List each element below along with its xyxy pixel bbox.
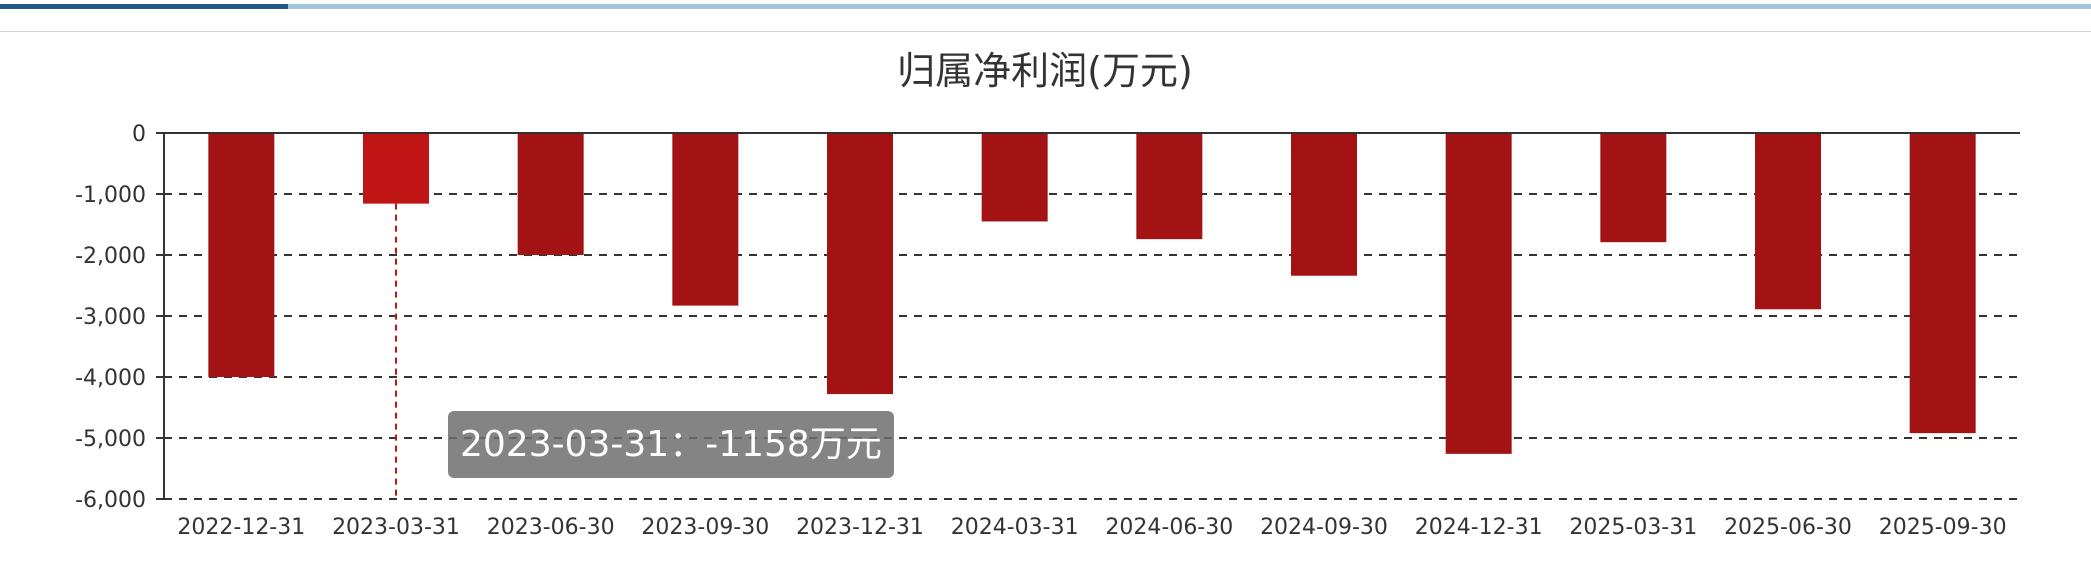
x-tick-label: 2024-09-30 xyxy=(1260,515,1388,540)
y-tick-label: 0 xyxy=(132,122,146,147)
y-tick-label: -5,000 xyxy=(75,427,146,452)
y-tick-label: -3,000 xyxy=(75,305,146,330)
axes xyxy=(163,132,2020,499)
x-tick-label: 2023-06-30 xyxy=(487,515,615,540)
x-tick-label: 2025-06-30 xyxy=(1724,515,1852,540)
y-tick-label: -1,000 xyxy=(75,183,146,208)
y-tick-label: -6,000 xyxy=(75,488,146,513)
bar xyxy=(517,133,584,255)
header-divider xyxy=(0,31,2091,32)
bar xyxy=(1445,133,1512,454)
bar xyxy=(1291,133,1357,276)
x-tick-label: 2024-12-31 xyxy=(1415,515,1543,540)
bar xyxy=(827,133,893,395)
x-axis-tick-labels: 2022-12-31 2023-03-31 2023-06-30 2023-09-30… xyxy=(177,515,2006,540)
bar xyxy=(981,133,1048,222)
x-tick-label: 2024-06-30 xyxy=(1105,515,1233,540)
y-tick-label: -2,000 xyxy=(75,244,146,269)
bars xyxy=(208,133,1976,454)
accent-bar-dark xyxy=(0,4,288,9)
header-accent-bar xyxy=(0,0,2091,32)
accent-bar-light xyxy=(0,4,2091,9)
x-tick-label: 2024-03-31 xyxy=(951,515,1079,540)
x-tick-label: 2023-12-31 xyxy=(796,515,924,540)
bar xyxy=(1600,133,1667,243)
bar xyxy=(1136,133,1203,240)
bar xyxy=(672,133,739,306)
gridlines xyxy=(156,132,2020,500)
x-tick-label: 2022-12-31 xyxy=(177,515,305,540)
data-tooltip: 2023-03-31：-1158万元 xyxy=(448,411,894,478)
chart-title: 归属净利润(万元) xyxy=(897,49,1193,93)
x-tick-label: 2025-03-31 xyxy=(1569,515,1697,540)
x-tick-label: 2023-09-30 xyxy=(641,515,769,540)
x-tick-label: 2025-09-30 xyxy=(1879,515,2007,540)
bar xyxy=(1909,133,1976,434)
bar xyxy=(1755,133,1821,310)
y-axis-tick-labels: 0 -1,000 -2,000 -3,000 -4,000 -5,000 -6,000 xyxy=(75,122,146,513)
y-tick-label: -4,000 xyxy=(75,366,146,391)
bar xyxy=(363,133,429,204)
x-tick-label: 2023-03-31 xyxy=(332,515,460,540)
bar xyxy=(208,133,275,377)
